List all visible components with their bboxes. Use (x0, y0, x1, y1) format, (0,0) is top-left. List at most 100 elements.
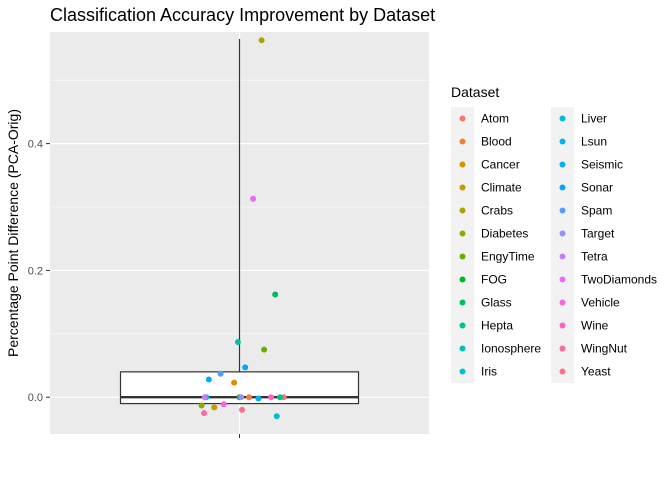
legend-key-point (559, 184, 566, 191)
legend-key-point (559, 161, 566, 168)
legend-item-sonar: Sonar (551, 176, 613, 199)
data-point-spam (217, 370, 224, 377)
legend-label: Spam (581, 204, 612, 218)
legend-item-tetra: Tetra (551, 245, 608, 268)
data-point-iris (273, 413, 280, 420)
y-tick-label: 0.2 (28, 265, 43, 277)
legend-key-point (459, 138, 466, 145)
legend-key-point (459, 207, 466, 214)
data-point-lsun (255, 395, 262, 402)
legend-key-point (459, 253, 466, 260)
data-point-climate (211, 404, 218, 411)
legend-title: Dataset (451, 84, 499, 100)
legend-label: EngyTime (481, 250, 535, 264)
legend-items: Atom Blood Cancer Climate Crabs Diabetes EngyT… (451, 107, 657, 383)
legend-item-crabs: Crabs (451, 199, 513, 222)
legend-item-blood: Blood (451, 130, 512, 153)
legend-key-point (459, 115, 466, 122)
legend-key-point (559, 345, 566, 352)
legend-label: Cancer (481, 158, 520, 172)
legend-label: Seismic (581, 158, 623, 172)
legend-label: Blood (481, 135, 512, 149)
legend-item-iris: Iris (451, 360, 497, 383)
data-points (198, 37, 287, 420)
legend-item-engytime: EngyTime (451, 245, 535, 268)
legend-key-point (459, 368, 466, 375)
legend-key-point (459, 184, 466, 191)
legend-item-yeast: Yeast (551, 360, 611, 383)
data-point-hepta (276, 394, 283, 401)
legend-label: Atom (481, 112, 509, 126)
legend-key-point (559, 138, 566, 145)
legend-item-spam: Spam (551, 199, 612, 222)
data-point-ionosphere (234, 339, 241, 346)
data-point-tetra (201, 394, 208, 401)
data-point-vehicle (220, 401, 227, 408)
data-point-crabs (258, 37, 265, 44)
legend-label: Hepta (481, 319, 513, 333)
legend-label: Vehicle (581, 296, 620, 310)
legend-item-atom: Atom (451, 107, 509, 130)
legend-item-seismic: Seismic (551, 153, 623, 176)
legend-key-point (559, 299, 566, 306)
legend-key-point (559, 115, 566, 122)
legend-item-vehicle: Vehicle (551, 291, 620, 314)
data-point-wingnut (201, 410, 208, 417)
legend-key-point (459, 299, 466, 306)
legend-key-point (459, 322, 466, 329)
legend-key-point (559, 368, 566, 375)
legend-item-fog: FOG (451, 268, 507, 291)
legend-label: Yeast (581, 365, 611, 379)
legend-item-glass: Glass (451, 291, 512, 314)
legend-item-wine: Wine (551, 314, 609, 337)
legend-key-point (459, 161, 466, 168)
data-point-sonar (242, 364, 249, 371)
legend-label: Climate (481, 181, 522, 195)
legend-key-point (559, 276, 566, 283)
data-point-engytime (261, 346, 268, 353)
legend-key-point (459, 230, 466, 237)
legend: Dataset Atom Blood Cancer Climate Crabs Diabe… (451, 84, 657, 383)
legend-key-point (559, 322, 566, 329)
y-tick-label: 0.4 (28, 139, 43, 151)
legend-item-cancer: Cancer (451, 153, 520, 176)
y-axis-title: Percentage Point Difference (PCA-Orig) (5, 109, 21, 357)
legend-label: TwoDiamonds (581, 273, 657, 287)
data-point-target (238, 394, 245, 401)
legend-label: FOG (481, 273, 507, 287)
legend-item-liver: Liver (551, 107, 607, 130)
legend-item-diabetes: Diabetes (451, 222, 528, 245)
legend-item-lsun: Lsun (551, 130, 607, 153)
legend-item-wingnut: WingNut (551, 337, 628, 360)
y-tick-label: 0.0 (28, 392, 43, 404)
legend-label: Lsun (581, 135, 607, 149)
legend-label: Sonar (581, 181, 613, 195)
chart-title: Classification Accuracy Improvement by D… (50, 5, 435, 25)
data-point-seismic (205, 376, 212, 383)
legend-label: Target (581, 227, 615, 241)
data-point-cancer (231, 379, 238, 386)
legend-key-point (459, 345, 466, 352)
data-point-glass (272, 291, 279, 298)
legend-label: Crabs (481, 204, 513, 218)
legend-label: Ionosphere (481, 342, 541, 356)
legend-label: Diabetes (481, 227, 528, 241)
legend-item-climate: Climate (451, 176, 522, 199)
legend-item-ionosphere: Ionosphere (451, 337, 541, 360)
data-point-twodiamonds (250, 195, 257, 202)
legend-key-point (559, 230, 566, 237)
legend-key-point (559, 253, 566, 260)
y-axis: 0.0 0.2 0.4 (28, 139, 50, 404)
legend-label: Iris (481, 365, 497, 379)
legend-item-twodiamonds: TwoDiamonds (551, 268, 657, 291)
legend-label: Liver (581, 112, 607, 126)
legend-label: WingNut (581, 342, 628, 356)
data-point-wine (268, 394, 275, 401)
legend-label: Tetra (581, 250, 608, 264)
legend-item-hepta: Hepta (451, 314, 513, 337)
legend-key-point (459, 276, 466, 283)
legend-key-point (559, 207, 566, 214)
data-point-diabetes (198, 402, 205, 409)
legend-label: Wine (581, 319, 609, 333)
